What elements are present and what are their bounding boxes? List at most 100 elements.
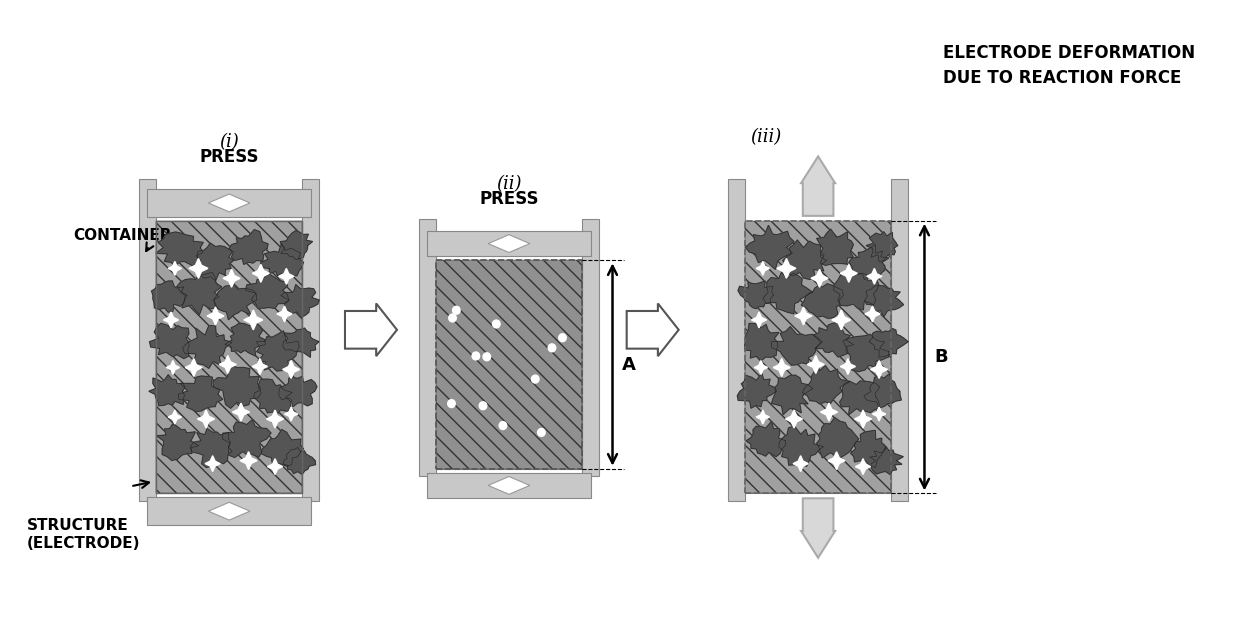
Polygon shape [224,323,265,356]
Polygon shape [279,268,294,284]
Polygon shape [817,417,858,458]
Polygon shape [817,229,853,265]
Bar [139,179,156,502]
Bar [435,260,583,469]
Circle shape [548,344,556,352]
Polygon shape [745,225,794,269]
Polygon shape [851,430,885,467]
Text: A: A [622,355,636,373]
Polygon shape [867,268,882,284]
Polygon shape [253,358,268,374]
Bar [728,179,745,502]
Bar [156,221,303,494]
Bar [148,189,311,217]
Polygon shape [164,312,179,328]
Polygon shape [197,243,233,281]
Polygon shape [779,426,823,466]
Polygon shape [832,310,851,330]
Polygon shape [869,329,908,357]
Polygon shape [190,428,232,467]
Circle shape [532,375,539,383]
Text: (ii): (ii) [496,175,522,193]
Polygon shape [801,284,843,319]
Polygon shape [795,307,812,325]
Polygon shape [280,231,312,259]
Polygon shape [280,285,319,317]
Polygon shape [873,407,885,421]
Polygon shape [284,407,298,421]
Polygon shape [262,430,304,466]
Polygon shape [489,235,529,252]
Circle shape [472,352,480,360]
Polygon shape [746,422,785,457]
Polygon shape [866,306,880,322]
Polygon shape [254,379,293,414]
Polygon shape [833,273,879,310]
Polygon shape [223,269,241,287]
Polygon shape [188,259,208,278]
Polygon shape [813,322,853,357]
Polygon shape [777,259,796,278]
Polygon shape [828,452,844,469]
Circle shape [453,306,460,314]
Bar [428,472,590,498]
Polygon shape [751,312,766,328]
Bar [435,260,583,469]
Circle shape [479,402,487,410]
Polygon shape [213,285,257,320]
Polygon shape [811,269,828,287]
Bar [745,221,892,494]
Polygon shape [277,306,293,322]
Polygon shape [841,358,856,374]
Polygon shape [169,262,181,275]
Polygon shape [802,366,849,404]
Bar [745,221,892,494]
Polygon shape [208,502,250,520]
Bar [583,219,599,477]
Text: ELECTRODE DEFORMATION: ELECTRODE DEFORMATION [944,44,1195,62]
Text: CONTAINER: CONTAINER [73,228,172,243]
Polygon shape [754,361,768,374]
Polygon shape [268,459,283,474]
Polygon shape [213,365,262,409]
Polygon shape [169,410,181,424]
Polygon shape [219,356,237,373]
Polygon shape [738,281,774,309]
Polygon shape [241,452,257,469]
Bar [156,221,303,494]
Polygon shape [151,281,187,312]
Polygon shape [279,376,317,407]
Polygon shape [771,327,822,365]
Polygon shape [253,264,269,282]
Polygon shape [345,303,397,356]
Polygon shape [489,477,529,494]
Polygon shape [801,156,835,216]
Polygon shape [839,381,880,415]
Polygon shape [257,331,299,371]
Polygon shape [150,323,190,358]
Polygon shape [841,264,857,282]
Text: (iii): (iii) [750,128,781,146]
Text: DUE TO REACTION FORCE: DUE TO REACTION FORCE [944,69,1182,87]
Bar [892,179,909,502]
Circle shape [484,353,491,361]
Polygon shape [843,334,889,371]
Polygon shape [149,374,185,405]
Polygon shape [854,410,872,428]
Polygon shape [866,232,898,262]
Polygon shape [205,456,221,472]
Polygon shape [166,361,180,374]
Polygon shape [185,358,202,376]
Polygon shape [283,328,319,357]
Polygon shape [244,310,263,330]
Polygon shape [864,286,904,317]
Polygon shape [864,374,901,408]
Polygon shape [782,240,826,280]
Polygon shape [745,324,779,361]
Polygon shape [869,446,903,475]
Text: PRESS: PRESS [479,190,538,208]
Polygon shape [177,272,222,314]
Bar [419,219,435,477]
Text: B: B [934,348,947,366]
Polygon shape [156,232,203,266]
